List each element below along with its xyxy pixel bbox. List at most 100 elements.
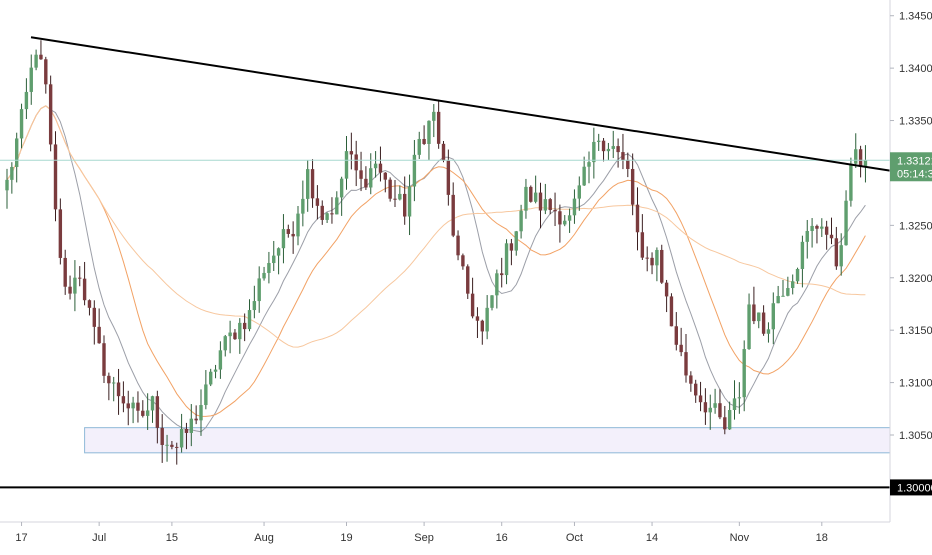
candle-body [694, 383, 698, 396]
candle-body [504, 243, 509, 276]
candle-body [257, 278, 261, 302]
candle-body [194, 418, 198, 421]
candle-body [786, 288, 790, 296]
candle-body [53, 144, 58, 210]
candle-body [713, 403, 717, 408]
candle-body [703, 402, 708, 413]
candle-body [611, 146, 615, 149]
candle-body [461, 255, 465, 267]
candle-body [155, 396, 160, 428]
candle-body [577, 185, 581, 199]
candle-body [398, 193, 402, 200]
candle-body [718, 403, 722, 418]
candle-body [276, 248, 281, 256]
candle-body [29, 67, 33, 92]
candle-body [791, 281, 795, 289]
candle-body [679, 344, 683, 353]
candle-body [68, 286, 72, 294]
candle-body [39, 54, 43, 60]
candle-body [78, 277, 82, 279]
candle-body [863, 160, 868, 167]
descending-trendline [30, 36, 891, 172]
candle-body [781, 295, 785, 297]
candle-body [839, 245, 843, 267]
candle-body [490, 295, 494, 308]
candle-body [519, 210, 523, 232]
candle-body [723, 417, 727, 430]
candle-body [403, 193, 407, 217]
support-level-badge [890, 479, 932, 496]
candle-body [383, 172, 387, 180]
candle-body [621, 152, 625, 160]
candle-body [378, 163, 383, 173]
candle-body [24, 91, 29, 110]
candle-body [10, 166, 14, 180]
candle-body [669, 296, 674, 327]
candle-body [732, 398, 737, 411]
candle-body [761, 312, 766, 334]
candle-body [369, 168, 373, 188]
candle-body [849, 163, 853, 201]
candle-body [262, 272, 266, 279]
candle-body [63, 257, 67, 287]
candle-body [102, 343, 106, 376]
candle-body [223, 336, 227, 351]
x-tick-label: Jul [92, 532, 106, 544]
candle-body [456, 235, 460, 256]
candle-body [727, 410, 732, 430]
candle-body [107, 375, 111, 384]
candle-body [359, 170, 363, 179]
candle-body [820, 226, 824, 229]
candle-body [15, 138, 19, 167]
candle-body [592, 141, 596, 163]
candle-body [858, 149, 863, 167]
y-tick-label: 1.32500 [899, 220, 932, 232]
moving-average-line-1 [6, 105, 866, 433]
support-level-label: 1.30000 [897, 482, 932, 494]
candle-body [485, 307, 489, 332]
demand-zone [84, 427, 891, 454]
candle-body [752, 304, 756, 322]
candle-body [112, 382, 116, 384]
candle-body [582, 166, 586, 186]
x-tick-label: Nov [730, 532, 750, 544]
candle-body [475, 316, 480, 321]
candle-body [674, 326, 678, 345]
candle-body [548, 199, 552, 210]
candle-body [509, 243, 514, 251]
candle-body [238, 322, 242, 340]
candle-body [470, 293, 475, 317]
candle-body [354, 154, 358, 171]
candle-body [645, 257, 649, 259]
candle-body [320, 205, 324, 220]
candle-body [533, 192, 538, 202]
candle-body [330, 213, 334, 215]
candles [5, 40, 868, 465]
y-tick-label: 1.31500 [899, 325, 932, 337]
candle-body [630, 168, 635, 205]
candle-body [218, 350, 223, 370]
candle-body [189, 418, 193, 433]
y-tick-label: 1.30500 [899, 430, 932, 442]
candle-body [441, 143, 446, 161]
candle-body [349, 151, 354, 155]
candle-body [281, 229, 286, 249]
y-tick-label: 1.34500 [899, 11, 932, 23]
candle-body [664, 282, 669, 297]
candle-body [145, 410, 150, 416]
candle-body [228, 332, 232, 337]
candle-body [805, 230, 809, 242]
candle-body [204, 384, 208, 406]
candle-body [698, 395, 703, 403]
candle-body [247, 310, 252, 330]
candle-body [795, 268, 800, 282]
candle-body [834, 238, 839, 267]
candle-body [708, 407, 712, 413]
drawn-lines [0, 36, 891, 489]
candle-body [209, 371, 213, 385]
candle-body [810, 225, 814, 231]
candle-body [373, 163, 378, 169]
candle-body [742, 349, 746, 398]
